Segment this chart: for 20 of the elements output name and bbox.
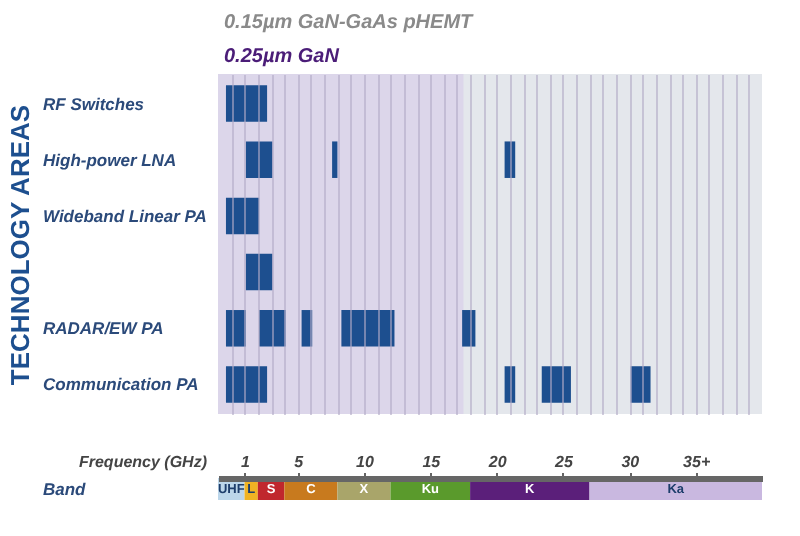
y-tick-label: Wideband Linear PA xyxy=(43,205,207,226)
x-tick-label: 10 xyxy=(356,453,375,471)
bar xyxy=(332,141,338,178)
x-tick-label: 25 xyxy=(553,453,574,471)
x-axis-title: Frequency (GHz) xyxy=(78,453,208,471)
y-tick-label: Communication PA xyxy=(43,374,199,395)
x-tick-label: 15 xyxy=(422,453,442,471)
y-tick-label: High-power LNA xyxy=(43,149,177,170)
x-tick-label: 1 xyxy=(241,453,252,471)
y-axis-title: TECHNOLOGY AREAS xyxy=(5,104,35,386)
y-tick-label: Band xyxy=(43,479,88,499)
x-tick-label: 5 xyxy=(294,453,305,471)
y-tick-label: RF Switches xyxy=(43,93,145,114)
x-tick-label: 35+ xyxy=(683,453,711,471)
band-label: 0.25µm GaN xyxy=(224,46,341,68)
y-tick-label: RADAR/EW PA xyxy=(43,318,164,339)
x-tick-label: 20 xyxy=(486,453,508,471)
band-label: 0.15µm GaN-GaAs pHEMT xyxy=(224,12,475,34)
x-tick-label: 30 xyxy=(621,453,641,471)
bar xyxy=(245,141,273,178)
